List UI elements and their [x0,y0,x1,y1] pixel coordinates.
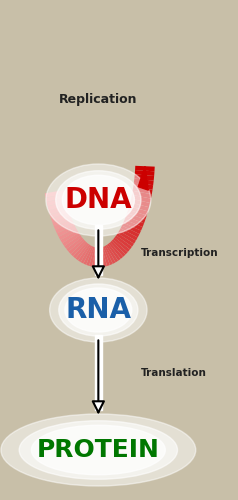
Text: Replication: Replication [59,94,138,106]
Text: RNA: RNA [65,296,131,324]
Ellipse shape [46,164,151,236]
Ellipse shape [65,288,132,332]
Text: DNA: DNA [64,186,132,214]
Ellipse shape [56,171,141,229]
Ellipse shape [50,278,147,342]
Ellipse shape [31,425,165,475]
Ellipse shape [59,284,138,336]
Ellipse shape [1,414,196,486]
Text: Translation: Translation [140,368,206,378]
Text: PROTEIN: PROTEIN [37,438,160,462]
Text: Transcription: Transcription [140,248,218,258]
Ellipse shape [19,421,178,479]
Polygon shape [138,166,149,190]
Bar [95,335,102,410]
Bar [95,225,102,275]
Ellipse shape [62,176,134,225]
